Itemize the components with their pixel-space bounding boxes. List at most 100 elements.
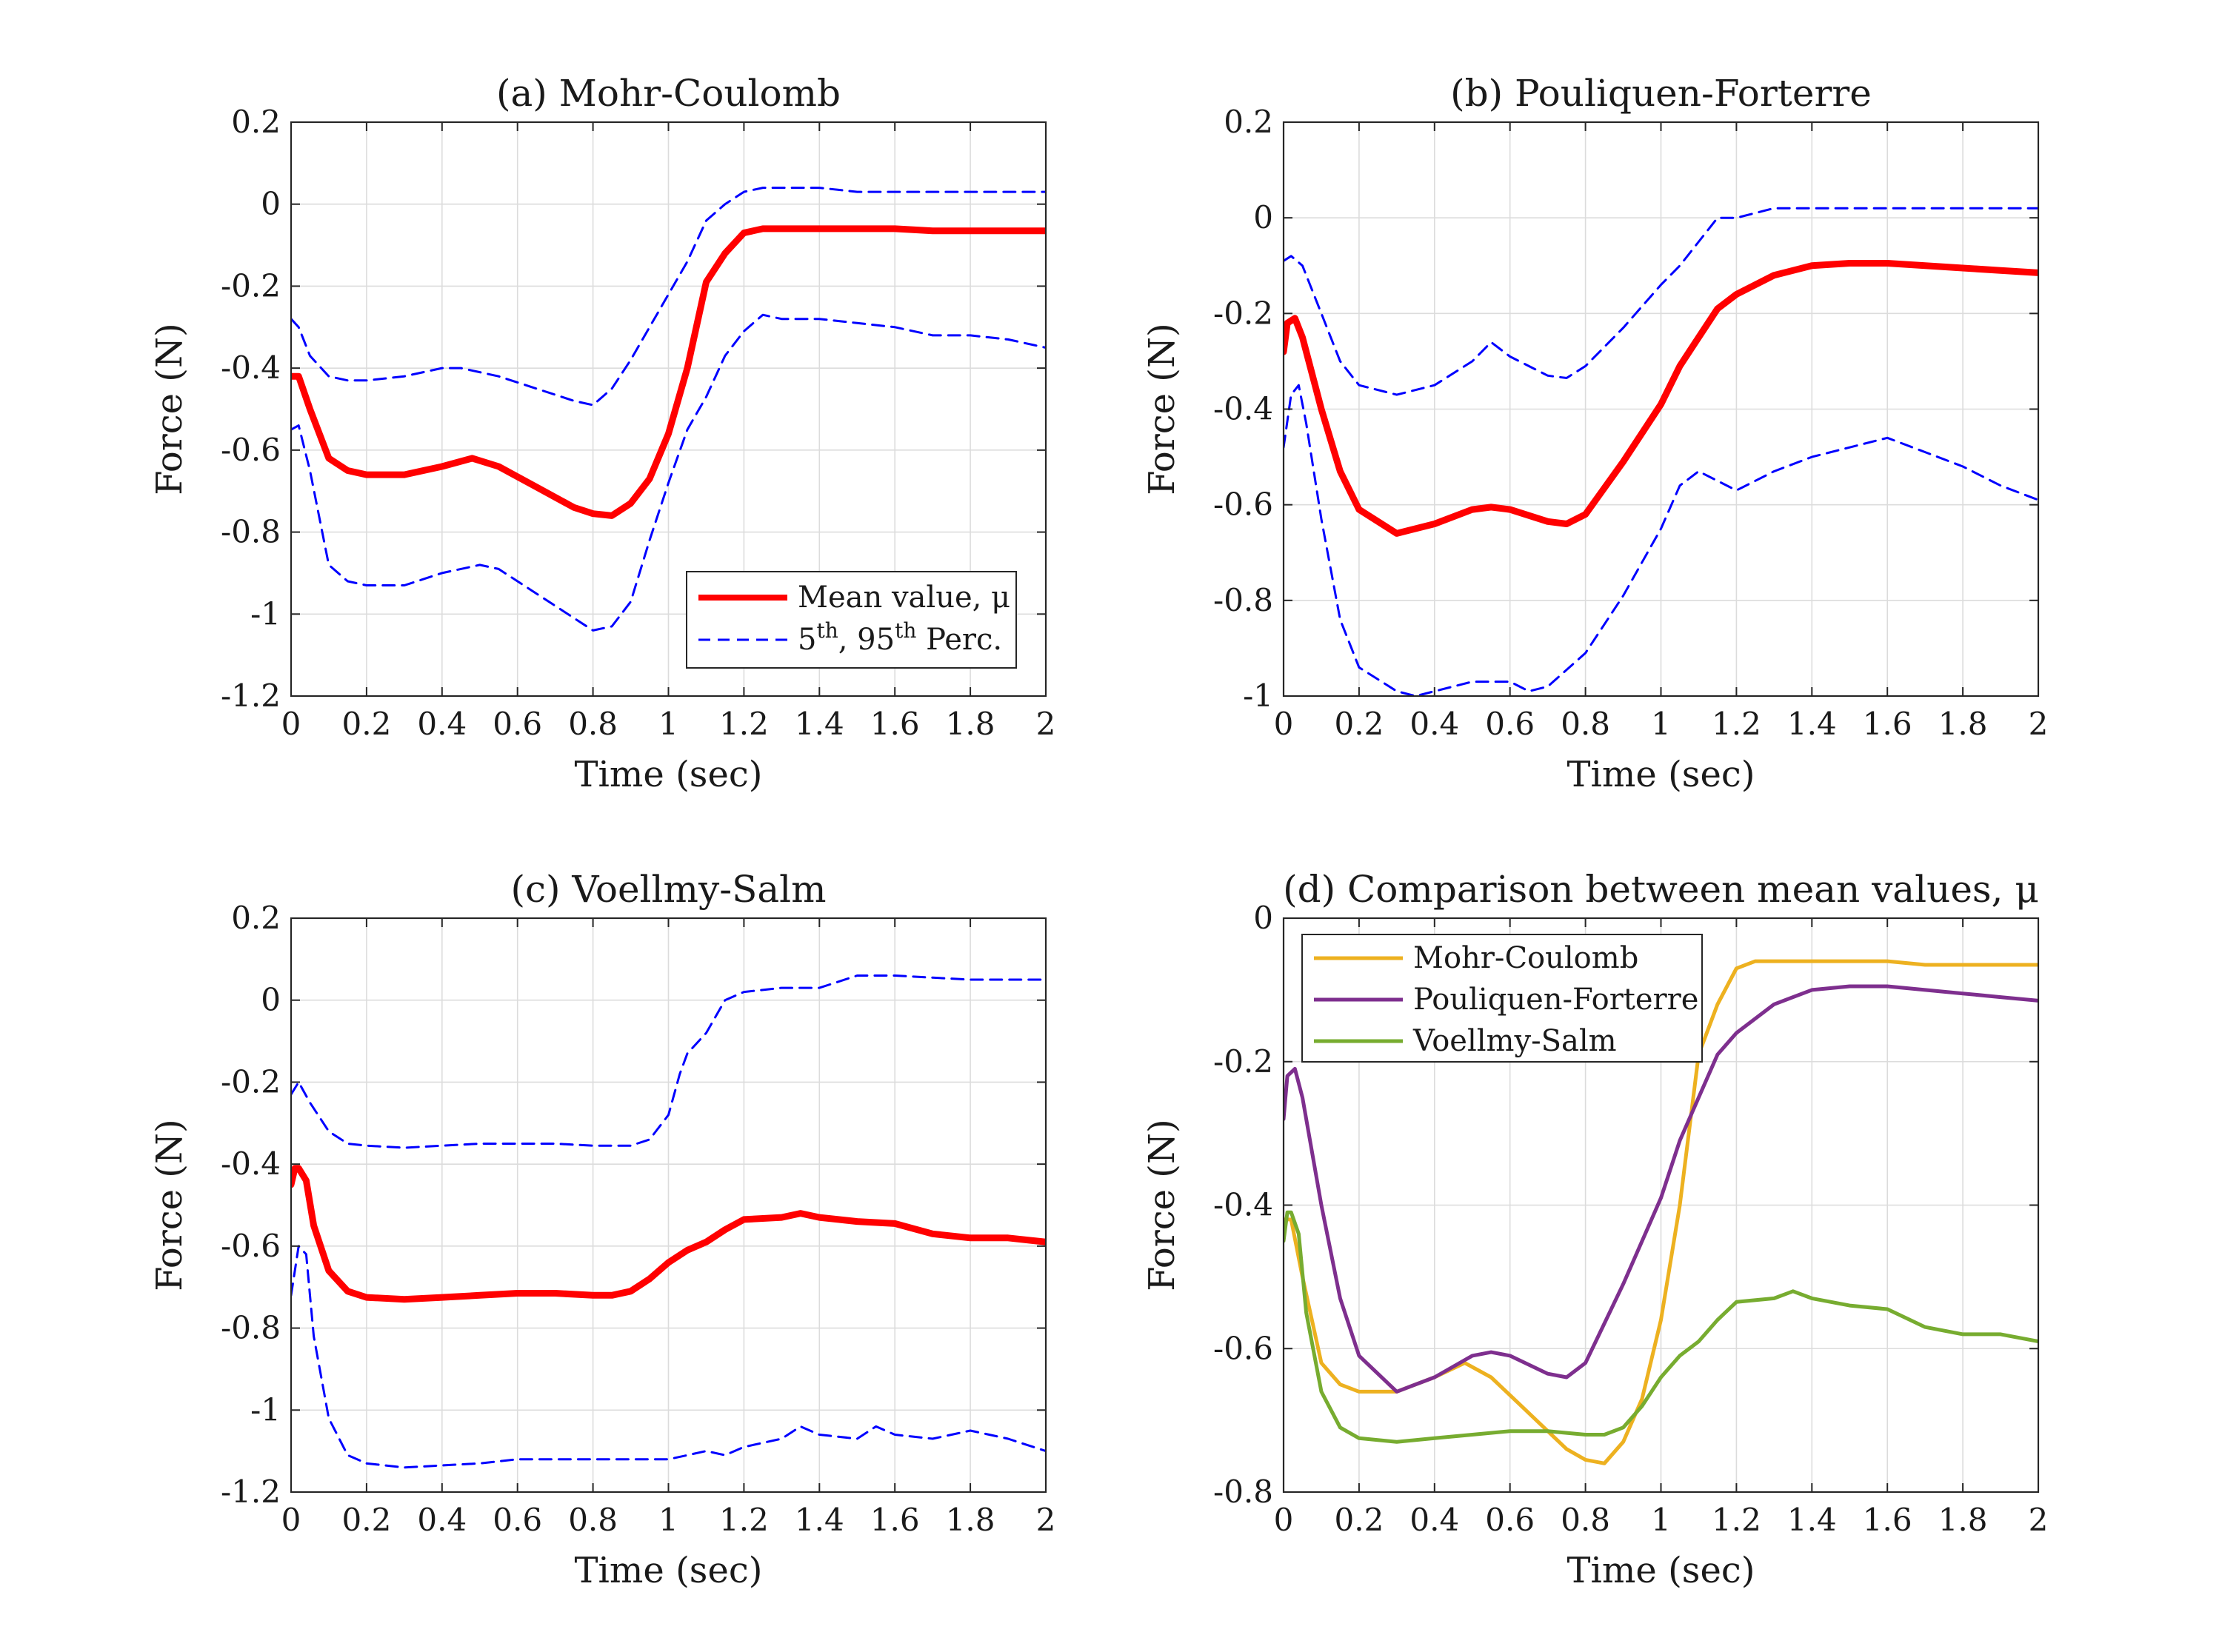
- x-tick-label: 0.4: [417, 706, 467, 742]
- y-tick-label: 0.2: [231, 900, 281, 936]
- x-tick-label: 1.8: [1938, 706, 1988, 742]
- series-line-95th-percentile: [291, 974, 1046, 1149]
- x-tick-label: 0: [1274, 1502, 1294, 1538]
- y-tick-label: -0.2: [1213, 295, 1273, 331]
- series-line-5th-percentile: [291, 1245, 1046, 1469]
- x-tick-label: 0.6: [1485, 706, 1535, 742]
- y-tick-label: 0: [261, 186, 281, 222]
- series-line-95th-percentile: [1284, 207, 2038, 396]
- x-tick-label: 1: [1651, 706, 1671, 742]
- legend-label: Mohr-Coulomb: [1413, 941, 1638, 975]
- x-tick-label: 0.2: [342, 706, 392, 742]
- legend-label: Pouliquen-Forterre: [1413, 983, 1698, 1017]
- x-tick-label: 0.8: [1561, 706, 1610, 742]
- legend-label: Mean value, μ: [798, 581, 1010, 615]
- x-tick-label: 0.4: [417, 1502, 467, 1538]
- y-axis-label: Force (N): [1141, 323, 1183, 495]
- panel-0: 0 0.2 0.4 0.6 0.8 1 1.2 1.4 1.6 1.8 2 0.2 0 -0.2 -0.4 -…: [149, 72, 1055, 795]
- x-tick-label: 1.6: [870, 1502, 920, 1538]
- x-tick-label: 0.4: [1409, 1502, 1459, 1538]
- y-axis-label: Force (N): [1141, 1119, 1183, 1291]
- x-tick-label: 0.6: [493, 1502, 542, 1538]
- panel-2: 0 0.2 0.4 0.6 0.8 1 1.2 1.4 1.6 1.8 2 0.2 0 -0.2 -0.4 -…: [149, 868, 1055, 1591]
- x-axis-label: Time (sec): [1567, 1550, 1755, 1591]
- x-tick-label: 1.4: [795, 706, 844, 742]
- x-tick-label: 0.6: [493, 706, 542, 742]
- y-tick-label: -0.4: [1213, 1187, 1273, 1223]
- y-tick-label: -0.8: [221, 514, 281, 550]
- x-tick-label: 2: [1036, 706, 1056, 742]
- legend: Mohr-Coulomb Pouliquen-Forterre Voellmy-Sa…: [1301, 934, 1703, 1063]
- y-tick-label: 0.2: [1224, 104, 1273, 140]
- x-tick-label: 1.4: [795, 1502, 844, 1538]
- chart-title: (a) Mohr-Coulomb: [496, 72, 841, 115]
- x-tick-label: 1.2: [719, 706, 769, 742]
- y-tick-label: -0.2: [221, 1063, 281, 1100]
- x-tick-label: 0: [1274, 706, 1294, 742]
- x-axis-label: Time (sec): [575, 1550, 763, 1591]
- y-tick-label: -0.4: [221, 350, 281, 386]
- y-tick-label: 0: [1253, 900, 1273, 936]
- y-tick-label: -1: [1243, 678, 1273, 714]
- y-tick-label: -0.6: [1213, 1330, 1273, 1366]
- y-tick-label: -0.6: [1213, 486, 1273, 523]
- x-tick-label: 1: [658, 706, 678, 742]
- x-tick-label: 1.6: [1863, 1502, 1912, 1538]
- y-axis-label: Force (N): [149, 323, 190, 495]
- x-tick-label: 0.8: [568, 1502, 618, 1538]
- y-tick-label: -1: [250, 1391, 281, 1428]
- x-tick-label: 1.2: [1712, 706, 1761, 742]
- x-tick-label: 1.6: [1863, 706, 1912, 742]
- y-tick-label: 0: [1253, 199, 1273, 235]
- y-tick-label: 0: [261, 982, 281, 1018]
- series-line-95th-percentile: [291, 187, 1046, 407]
- panel-3: 0 0.2 0.4 0.6 0.8 1 1.2 1.4 1.6 1.8 2 0 -0.2 -0.4 -0.6…: [1141, 868, 2048, 1591]
- x-tick-label: 1.4: [1787, 1502, 1837, 1538]
- chart-title: (b) Pouliquen-Forterre: [1450, 72, 1872, 115]
- y-tick-label: -0.6: [221, 1228, 281, 1264]
- y-tick-label: -0.4: [221, 1146, 281, 1182]
- y-tick-label: 0.2: [231, 104, 281, 140]
- x-tick-label: 1.2: [719, 1502, 769, 1538]
- x-axis-label: Time (sec): [1567, 754, 1755, 795]
- panel-1: 0 0.2 0.4 0.6 0.8 1 1.2 1.4 1.6 1.8 2 0.2 0 -0.2 -0.4 -…: [1141, 72, 2048, 795]
- x-tick-label: 0.4: [1409, 706, 1459, 742]
- x-tick-label: 1: [1651, 1502, 1671, 1538]
- x-tick-label: 1: [658, 1502, 678, 1538]
- series-line-voellmy-salm: [1284, 1210, 2038, 1444]
- x-tick-label: 0.2: [342, 1502, 392, 1538]
- y-axis-label: Force (N): [149, 1119, 190, 1291]
- series-line-mohr-coulomb: [1284, 959, 2038, 1465]
- x-tick-label: 0: [281, 706, 301, 742]
- series-line-5th-percentile: [291, 313, 1046, 632]
- x-tick-label: 1.2: [1712, 1502, 1761, 1538]
- legend-box: [686, 571, 1017, 669]
- x-tick-label: 2: [2029, 706, 2049, 742]
- y-tick-label: -0.2: [1213, 1043, 1273, 1080]
- x-tick-label: 1.8: [1938, 1502, 1988, 1538]
- series-line-mean-value-: [1284, 260, 2038, 537]
- x-tick-label: 0.2: [1335, 706, 1384, 742]
- x-tick-label: 1.8: [946, 1502, 995, 1538]
- x-tick-label: 1.4: [1787, 706, 1837, 742]
- x-tick-label: 1.6: [870, 706, 920, 742]
- x-tick-label: 0: [281, 1502, 301, 1538]
- x-tick-label: 0.6: [1485, 1502, 1535, 1538]
- x-tick-label: 2: [1036, 1502, 1056, 1538]
- x-tick-label: 1.8: [946, 706, 995, 742]
- y-tick-label: -0.6: [221, 432, 281, 468]
- series-line-5th-percentile: [1284, 384, 2038, 696]
- x-tick-label: 2: [2029, 1502, 2049, 1538]
- y-tick-label: -0.8: [1213, 582, 1273, 618]
- series-line-mean-value-: [291, 225, 1046, 519]
- y-tick-label: -1: [250, 595, 281, 632]
- y-tick-label: -1.2: [221, 678, 281, 714]
- series-line-mean-value-: [291, 1165, 1046, 1303]
- x-tick-label: 0.8: [568, 706, 618, 742]
- y-tick-label: -0.4: [1213, 391, 1273, 427]
- x-tick-label: 0.2: [1335, 1502, 1384, 1538]
- legend-label: Voellmy-Salm: [1412, 1024, 1617, 1058]
- y-tick-label: -0.8: [1213, 1474, 1273, 1510]
